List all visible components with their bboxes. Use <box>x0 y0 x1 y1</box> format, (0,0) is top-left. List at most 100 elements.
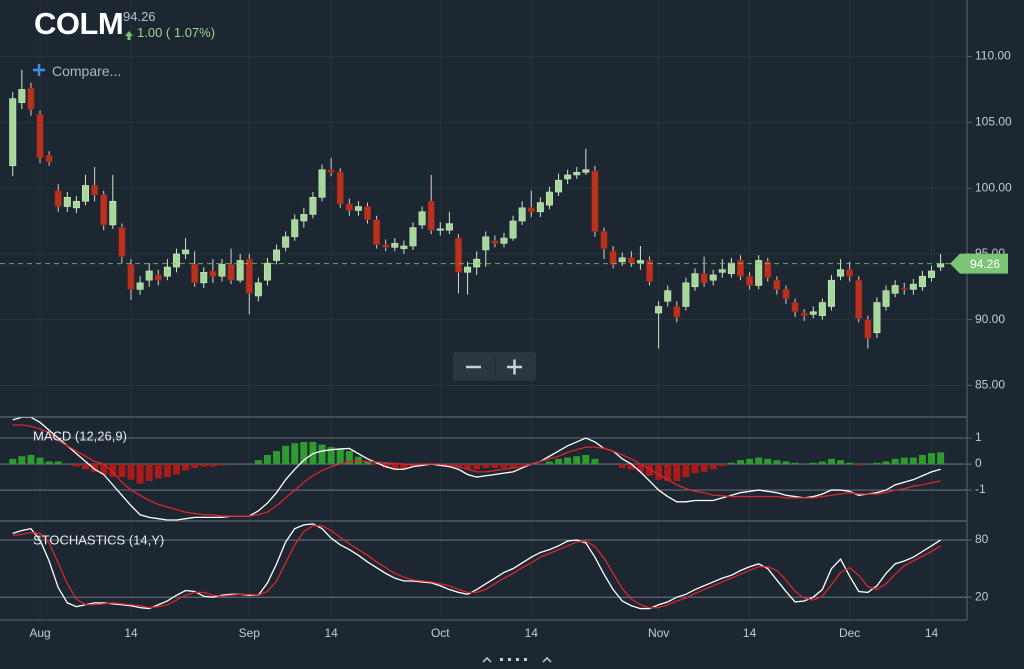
candle-body <box>818 302 826 317</box>
candle-body <box>545 191 553 206</box>
histogram-bar <box>809 462 817 465</box>
panel-handle[interactable] <box>482 656 552 663</box>
histogram-bar <box>182 464 190 471</box>
candle-body <box>454 237 462 273</box>
candle-body <box>891 285 899 294</box>
indicator-line <box>12 424 941 517</box>
histogram-bar <box>746 458 754 465</box>
histogram-bar <box>664 464 672 481</box>
histogram-bar <box>627 464 635 470</box>
candle-body <box>236 260 244 281</box>
histogram-bar <box>755 457 763 465</box>
indicator-line <box>12 523 941 610</box>
histogram-bar <box>336 448 344 465</box>
candle-body <box>518 207 526 222</box>
histogram-bar <box>454 464 462 467</box>
histogram-bar <box>700 464 708 472</box>
candle-body <box>609 250 617 265</box>
histogram-bar <box>573 456 581 465</box>
candle-body <box>418 211 426 226</box>
candle-body <box>909 283 917 290</box>
histogram-bar <box>564 457 572 465</box>
histogram-bar <box>718 464 726 467</box>
histogram-bar <box>109 464 117 478</box>
grid-layer <box>0 0 967 620</box>
histogram-bar <box>673 464 681 481</box>
candle-body <box>345 203 353 211</box>
x-tick-label: Nov <box>648 626 669 640</box>
candle-body <box>191 264 199 284</box>
candle-body <box>918 275 926 288</box>
histogram-bar <box>473 464 481 470</box>
candle-body <box>536 202 544 213</box>
compare-icon[interactable] <box>33 64 45 76</box>
candle-body <box>218 264 226 277</box>
candle-body <box>27 87 35 110</box>
candle-body <box>373 219 381 245</box>
y-tick-label: 110.00 <box>975 49 1011 63</box>
handle-dot <box>524 658 527 661</box>
histogram-bar <box>827 458 835 465</box>
candle-body <box>709 274 717 281</box>
last-price: 94.26 <box>123 9 156 24</box>
candle-body <box>327 169 335 173</box>
candle-body <box>263 262 271 281</box>
candle-body <box>882 290 890 307</box>
candle-body <box>564 174 572 180</box>
histogram-bar <box>582 454 590 465</box>
candle-body <box>636 260 644 264</box>
candle-body <box>736 260 744 277</box>
macd-title: MACD (12,26,9) <box>33 428 127 443</box>
histogram-bar <box>263 454 271 465</box>
zoom-out-button[interactable] <box>455 354 493 379</box>
histogram-bar <box>837 460 845 465</box>
histogram-bar <box>400 464 408 470</box>
candle-body <box>646 260 654 282</box>
candle-body <box>118 227 126 257</box>
histogram-bar <box>200 464 208 467</box>
indicator-line <box>12 525 941 609</box>
candle-body <box>727 262 735 274</box>
candle-body <box>227 264 235 281</box>
indicator-line <box>12 416 941 521</box>
candle-body <box>746 275 754 286</box>
candle-body <box>864 319 872 339</box>
compare-button[interactable]: Compare... <box>52 63 122 79</box>
y-tick-label: 90.00 <box>975 312 1005 326</box>
histogram-bar <box>254 460 262 465</box>
histogram-bar <box>782 461 790 465</box>
candle-body <box>364 206 372 220</box>
histogram-bar <box>327 447 335 465</box>
histogram-bar <box>500 464 508 468</box>
candle-body <box>755 260 763 286</box>
histogram-bar <box>491 464 499 468</box>
candle-body <box>855 279 863 319</box>
candle-body <box>482 236 490 251</box>
histogram-bar <box>118 464 126 478</box>
candle-body <box>254 282 262 297</box>
candle-body <box>873 302 881 334</box>
candle-body <box>36 114 44 159</box>
candle-body <box>573 172 581 176</box>
histogram-bar <box>54 461 62 465</box>
histogram-bar <box>373 464 381 465</box>
histogram-bar <box>709 464 717 470</box>
candle-body <box>209 270 217 277</box>
histogram-bar <box>145 464 153 481</box>
zoom-in-button[interactable] <box>497 354 534 379</box>
candle-body <box>182 249 190 255</box>
histogram-bar <box>300 441 308 465</box>
histogram-bar <box>91 464 99 472</box>
candle-body <box>245 258 253 294</box>
candle-body <box>54 190 62 207</box>
handle-dot <box>508 658 511 661</box>
candle-body <box>555 179 563 193</box>
histogram-bar <box>18 456 26 465</box>
histogram-bar <box>773 460 781 465</box>
x-tick-label: 14 <box>324 626 338 640</box>
candle-body <box>318 169 326 198</box>
candle-body <box>582 169 590 173</box>
histogram-bar <box>191 464 199 468</box>
histogram-bar <box>518 464 526 466</box>
